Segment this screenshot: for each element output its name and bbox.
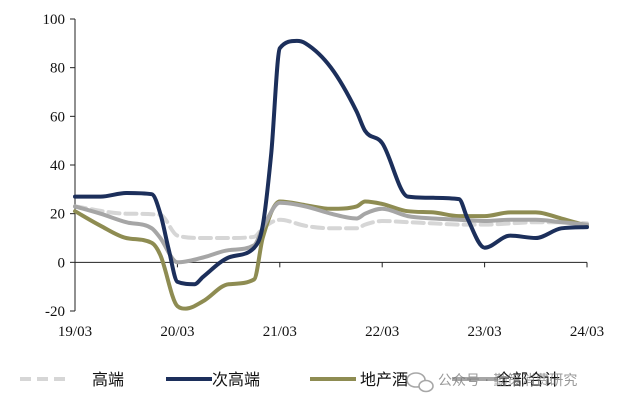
axes: -20 0 20 40 60 80 100 19/03 20/03 21/03 22/03 23/03… bbox=[43, 12, 605, 340]
watermark-text: 公众号 · 勤策消费研究 bbox=[438, 372, 577, 389]
legend: 高端 次高端 地产酒 全部合计 bbox=[20, 370, 560, 389]
x-tick-label: 20/03 bbox=[160, 324, 194, 340]
legend-label-dichanjiu: 地产酒 bbox=[360, 370, 408, 389]
x-tick-label: 21/03 bbox=[263, 324, 297, 340]
y-tick-label: 0 bbox=[58, 255, 66, 271]
legend-label-cigaoduan: 次高端 bbox=[212, 370, 260, 389]
series-layer bbox=[73, 38, 589, 311]
y-tick-label: 40 bbox=[50, 158, 65, 174]
x-tick-label: 24/03 bbox=[570, 324, 604, 340]
series-line-cigaoduan bbox=[73, 38, 589, 287]
y-tick-label: 20 bbox=[50, 207, 65, 223]
x-tick-label: 22/03 bbox=[365, 324, 399, 340]
x-tick-label: 19/03 bbox=[58, 324, 92, 340]
wechat-icon bbox=[406, 372, 434, 393]
watermark: 公众号 · 勤策消费研究 bbox=[406, 372, 577, 393]
series-line-total bbox=[73, 200, 589, 265]
x-tick-label: 23/03 bbox=[468, 324, 502, 340]
legend-label-total: 全部合计 bbox=[496, 370, 560, 389]
y-tick-label: 80 bbox=[50, 61, 65, 77]
y-tick-label: 60 bbox=[50, 109, 65, 125]
y-tick-label: -20 bbox=[45, 304, 65, 320]
series-line-dichanjiu bbox=[73, 199, 589, 311]
series-line-gaoduan bbox=[73, 204, 589, 241]
legend-label-gaoduan: 高端 bbox=[92, 370, 124, 389]
y-tick-label: 100 bbox=[43, 12, 66, 28]
